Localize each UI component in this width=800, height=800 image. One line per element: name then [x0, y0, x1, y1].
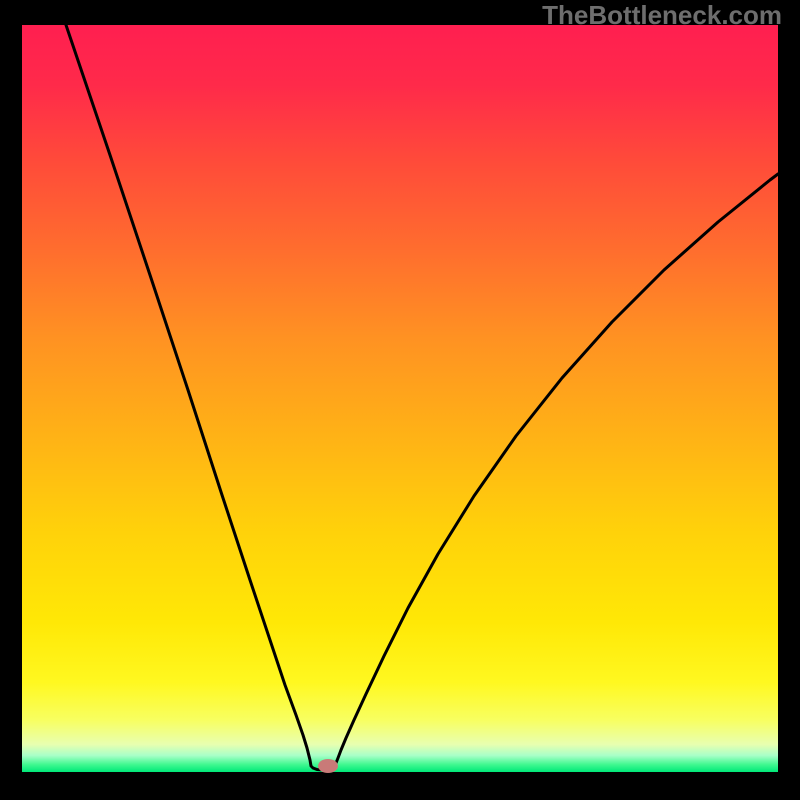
- frame-right: [778, 0, 800, 800]
- frame-left: [0, 0, 22, 800]
- watermark-text: TheBottleneck.com: [542, 0, 782, 31]
- frame-bottom: [0, 772, 800, 800]
- plot-gradient-background: [22, 25, 778, 772]
